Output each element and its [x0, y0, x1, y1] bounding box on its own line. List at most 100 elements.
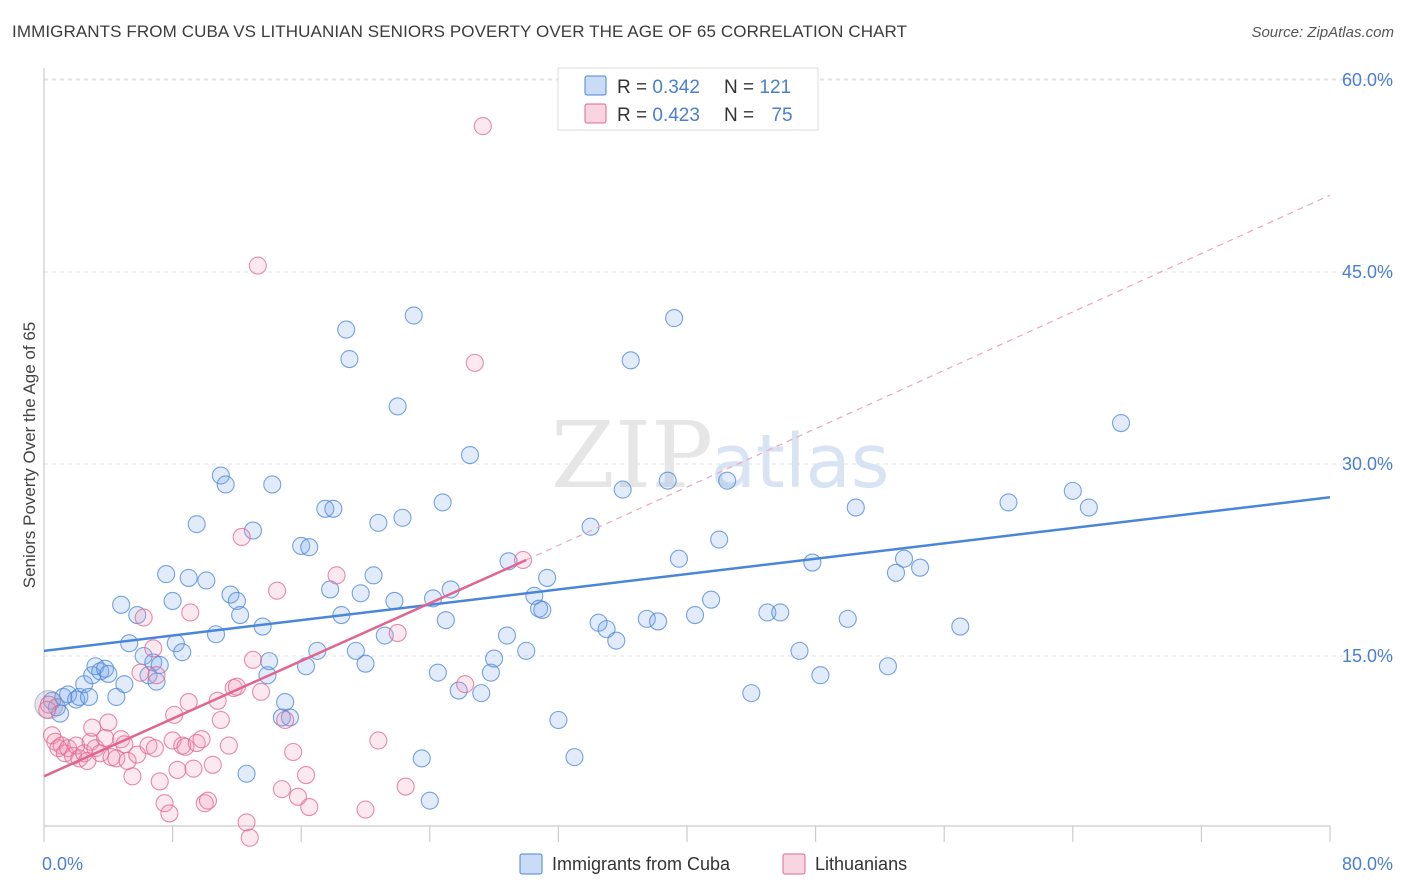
trend-extension-lithuanians: [526, 194, 1331, 561]
legend-row-cuba: R = 0.342 N = 121: [617, 77, 791, 98]
point-lithuanians-68: [388, 623, 407, 643]
point-cuba-94: [649, 612, 668, 631]
point-cuba-103: [758, 603, 777, 622]
point-lithuanians-33: [160, 804, 179, 823]
point-cuba-45: [280, 708, 299, 727]
point-cuba-14: [107, 687, 126, 707]
bottom-legend-swatch-lithuanians: [782, 853, 806, 875]
point-cuba-107: [811, 666, 830, 685]
point-cuba-24: [157, 565, 176, 584]
watermark-atlas: atlas: [711, 419, 890, 505]
point-lithuanians-69: [396, 777, 415, 796]
point-lithuanians-45: [198, 791, 218, 810]
chart-source: Source: ZipAtlas.com: [1251, 24, 1394, 41]
point-cuba-83: [533, 600, 552, 619]
point-cuba-78: [497, 626, 517, 645]
point-cuba-118: [1111, 413, 1131, 433]
point-cuba-99: [702, 590, 721, 609]
point-cuba-59: [364, 566, 383, 585]
point-cuba-48: [300, 538, 319, 557]
tick-labels: 15.0% 30.0% 45.0% 60.0% 0.0% 80.0%: [42, 70, 1393, 874]
point-cuba-23: [150, 655, 169, 675]
point-lithuanians-59: [272, 780, 291, 799]
point-cuba-70: [433, 493, 452, 512]
bottom-legend-label-cuba: Immigrants from Cuba: [552, 854, 731, 874]
point-cuba-90: [607, 631, 626, 650]
point-cuba-8: [79, 687, 99, 707]
legend-swatch-lithuanians: [584, 103, 607, 124]
point-cuba-71: [436, 611, 455, 630]
point-cuba-114: [951, 617, 970, 636]
point-cuba-29: [187, 515, 206, 534]
trend-line-lithuanians: [43, 558, 527, 778]
point-cuba-67: [420, 791, 439, 810]
point-lithuanians-54: [240, 828, 259, 847]
point-cuba-16: [115, 675, 134, 694]
legend-n-cuba: 121: [759, 77, 791, 98]
point-cuba-44: [276, 693, 295, 712]
point-cuba-42: [263, 475, 282, 494]
point-cuba-109: [846, 498, 865, 517]
point-cuba-31: [206, 625, 226, 644]
point-cuba-87: [581, 517, 600, 536]
point-cuba-66: [412, 749, 431, 768]
point-cuba-89: [597, 620, 616, 639]
point-cuba-96: [665, 309, 684, 328]
point-cuba-95: [658, 471, 677, 490]
point-cuba-37: [237, 764, 256, 783]
point-lithuanians-60: [276, 710, 295, 730]
watermark-zip: ZIP: [551, 402, 713, 509]
point-lithuanians-58: [268, 581, 287, 600]
point-cuba-41: [259, 652, 279, 671]
point-lithuanians-53: [237, 813, 256, 832]
point-lithuanians-41: [184, 759, 203, 778]
point-cuba-15: [112, 595, 131, 614]
point-cuba-54: [337, 320, 356, 339]
point-lithuanians-40: [181, 603, 200, 622]
point-cuba-98: [685, 605, 705, 625]
point-cuba-100: [710, 530, 729, 549]
point-cuba-62: [385, 591, 404, 611]
point-lithuanians-26: [134, 608, 153, 627]
point-cuba-84: [538, 568, 557, 587]
point-cuba-80: [517, 641, 536, 660]
y-axis-title: Seniors Poverty Over the Age of 65: [20, 322, 39, 588]
point-cuba-116: [1063, 481, 1082, 500]
series-lithuanians-points: [38, 117, 533, 847]
point-lithuanians-13: [83, 718, 102, 737]
watermark: ZIP atlas: [551, 402, 890, 509]
point-cuba-117: [1079, 498, 1098, 517]
point-cuba-69: [428, 663, 447, 682]
point-cuba-38: [243, 521, 263, 540]
point-cuba-17: [120, 634, 139, 653]
chart-title: IMMIGRANTS FROM CUBA VS LITHUANIAN SENIO…: [12, 22, 908, 41]
point-cuba-110: [878, 657, 897, 676]
point-cuba-91: [613, 480, 632, 499]
point-cuba-12: [96, 659, 115, 678]
point-cuba-58: [356, 654, 375, 673]
point-lithuanians-32: [155, 794, 174, 813]
y-tick-label-60: 60.0%: [1342, 70, 1393, 90]
point-cuba-73: [449, 681, 468, 700]
point-lithuanians-38: [176, 737, 195, 756]
y-tick-label-30: 30.0%: [1342, 454, 1393, 474]
point-cuba-64: [393, 508, 412, 527]
bottom-legend-swatch-cuba: [519, 853, 543, 875]
point-cuba-101: [718, 471, 737, 490]
x-tick-label-min: 0.0%: [42, 854, 83, 874]
bottom-legend-label-lithuanians: Lithuanians: [815, 854, 907, 874]
point-cuba-60: [369, 513, 388, 532]
point-lithuanians-67: [369, 731, 388, 750]
point-cuba-33: [216, 475, 235, 494]
point-lithuanians-64: [300, 797, 319, 817]
point-cuba-104: [771, 603, 790, 622]
point-cuba-52: [324, 499, 343, 518]
point-cuba-65: [404, 306, 423, 325]
legend: R = 0.342 N = 121 R = 0.423 N = 75: [557, 67, 819, 131]
point-lithuanians-36: [168, 760, 187, 779]
point-cuba-112: [894, 549, 914, 568]
point-lithuanians-17: [99, 713, 118, 732]
point-cuba-77: [485, 649, 504, 668]
legend-swatch-cuba: [584, 75, 607, 96]
point-lithuanians-30: [147, 666, 166, 685]
